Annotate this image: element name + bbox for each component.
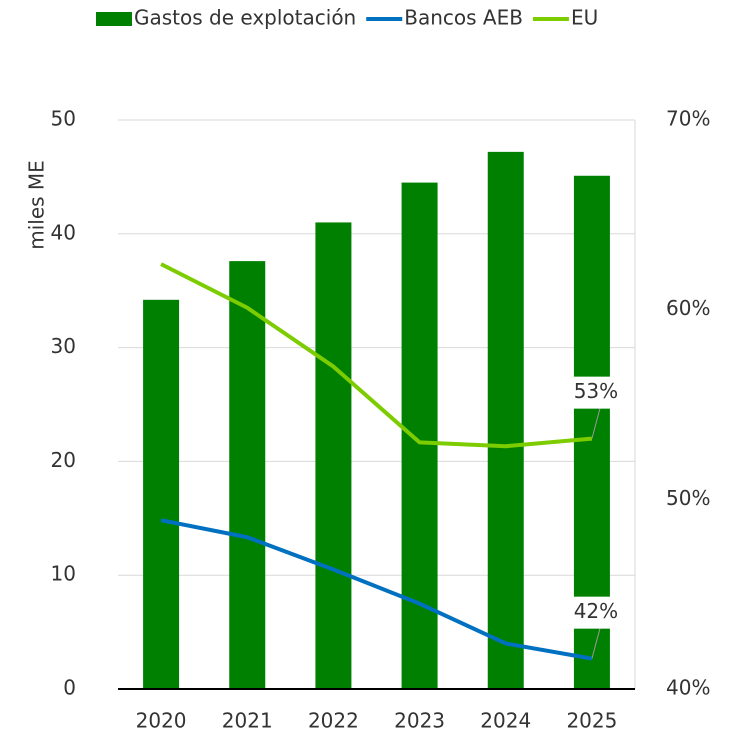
leader-line bbox=[591, 408, 601, 439]
legend-swatch bbox=[96, 12, 132, 26]
line bbox=[160, 262, 593, 449]
legend-label: Bancos AEB bbox=[404, 6, 523, 30]
legend-label: Gastos de explotación bbox=[134, 6, 356, 30]
y-tick-label: 30 bbox=[51, 334, 76, 358]
bar bbox=[487, 151, 524, 689]
y-tick-label: 0 bbox=[63, 676, 76, 700]
y2-tick-label: 70% bbox=[666, 107, 710, 131]
bar bbox=[143, 299, 180, 689]
x-tick-label: 2024 bbox=[480, 709, 531, 733]
data-label: 42% bbox=[574, 599, 618, 623]
label-box bbox=[569, 596, 622, 629]
y2-tick-label: 40% bbox=[666, 676, 710, 700]
data-label: 53% bbox=[574, 379, 618, 403]
x-tick-label: 2021 bbox=[222, 709, 273, 733]
x-tick-label: 2022 bbox=[308, 709, 359, 733]
bar bbox=[229, 261, 266, 689]
line bbox=[160, 518, 593, 661]
y2-tick-label: 60% bbox=[666, 296, 710, 320]
label-box bbox=[569, 376, 622, 409]
y2-tick-label: 50% bbox=[666, 486, 710, 510]
y-tick-label: 20 bbox=[51, 448, 76, 472]
x-tick-label: 2020 bbox=[136, 709, 187, 733]
x-tick-label: 2023 bbox=[394, 709, 445, 733]
x-tick-label: 2025 bbox=[566, 709, 617, 733]
bar bbox=[315, 222, 352, 690]
leader-line bbox=[591, 628, 601, 659]
legend-label: EU bbox=[571, 6, 598, 30]
bar bbox=[401, 182, 438, 689]
y-tick-label: 50 bbox=[51, 107, 76, 131]
y-tick-label: 10 bbox=[51, 562, 76, 586]
y-axis-label: miles ME bbox=[25, 160, 49, 250]
y-tick-label: 40 bbox=[51, 220, 76, 244]
